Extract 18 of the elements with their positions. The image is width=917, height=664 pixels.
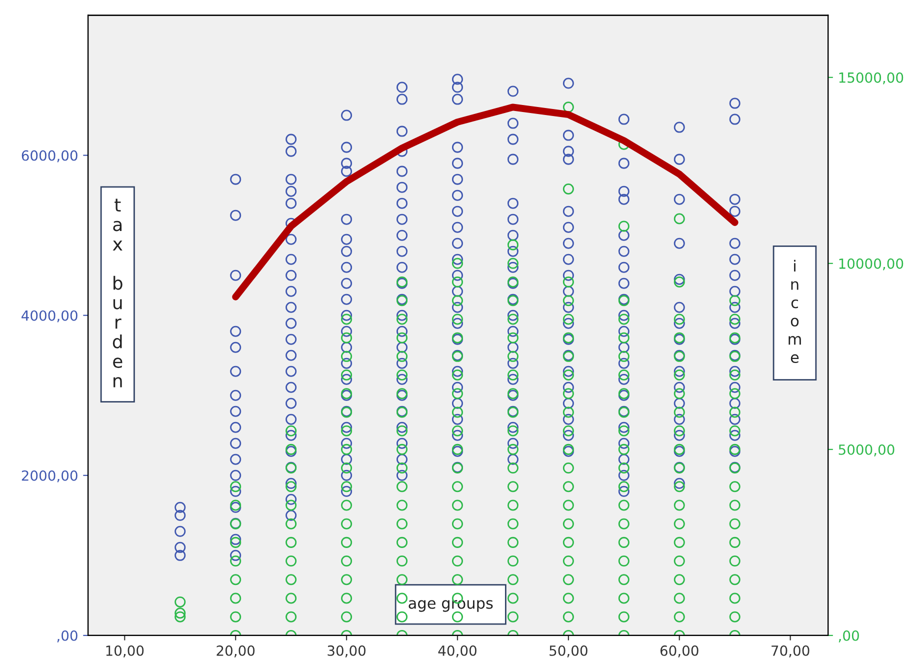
- y-tick-label: 6000,00: [22, 150, 78, 162]
- x-tick-label: 70,00: [772, 645, 810, 658]
- x-tick-label: 50,00: [550, 645, 588, 658]
- y2-axis-title: income: [788, 260, 801, 364]
- x-tick-label: 40,00: [438, 645, 476, 658]
- y-tick-label: 4000,00: [22, 310, 78, 322]
- text: tax burden: [112, 198, 122, 388]
- x-tick-label: 60,00: [660, 645, 698, 658]
- y2-tick-label: 5000,00: [838, 444, 894, 456]
- x-tick-label: 20,00: [216, 645, 255, 658]
- x-tick-label: 10,00: [106, 645, 144, 658]
- x-axis-title: age groups: [408, 600, 493, 612]
- y-tick-label: 2000,00: [22, 470, 78, 482]
- y-tick-label: ,00: [57, 630, 78, 642]
- y2-tick-label: ,00: [838, 630, 859, 642]
- y2-tick-label: 15000,00: [839, 72, 904, 84]
- y2-tick-label: 10000,00: [839, 258, 904, 270]
- x-tick-label: 30,00: [328, 645, 366, 658]
